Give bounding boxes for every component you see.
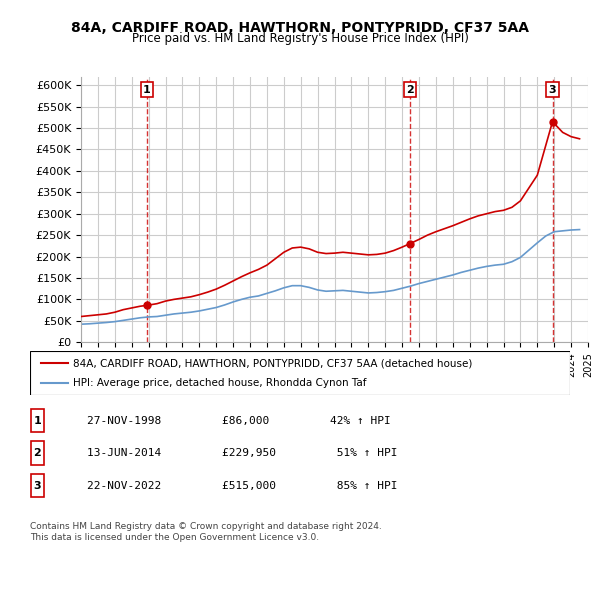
Text: 27-NOV-1998         £86,000         42% ↑ HPI: 27-NOV-1998 £86,000 42% ↑ HPI (60, 416, 391, 425)
Text: 3: 3 (548, 84, 556, 94)
FancyBboxPatch shape (31, 474, 44, 497)
Text: 84A, CARDIFF ROAD, HAWTHORN, PONTYPRIDD, CF37 5AA (detached house): 84A, CARDIFF ROAD, HAWTHORN, PONTYPRIDD,… (73, 359, 473, 368)
Text: 13-JUN-2014         £229,950         51% ↑ HPI: 13-JUN-2014 £229,950 51% ↑ HPI (60, 448, 398, 458)
Text: 3: 3 (34, 481, 41, 490)
FancyBboxPatch shape (31, 441, 44, 465)
FancyBboxPatch shape (31, 409, 44, 432)
Text: Contains HM Land Registry data © Crown copyright and database right 2024.
This d: Contains HM Land Registry data © Crown c… (30, 522, 382, 542)
Text: HPI: Average price, detached house, Rhondda Cynon Taf: HPI: Average price, detached house, Rhon… (73, 378, 367, 388)
FancyBboxPatch shape (30, 351, 570, 395)
Text: 1: 1 (143, 84, 151, 94)
Text: Price paid vs. HM Land Registry's House Price Index (HPI): Price paid vs. HM Land Registry's House … (131, 32, 469, 45)
Text: 1: 1 (34, 416, 41, 425)
Text: 2: 2 (34, 448, 41, 458)
Text: 84A, CARDIFF ROAD, HAWTHORN, PONTYPRIDD, CF37 5AA: 84A, CARDIFF ROAD, HAWTHORN, PONTYPRIDD,… (71, 21, 529, 35)
Text: 22-NOV-2022         £515,000         85% ↑ HPI: 22-NOV-2022 £515,000 85% ↑ HPI (60, 481, 398, 490)
Text: 2: 2 (406, 84, 413, 94)
